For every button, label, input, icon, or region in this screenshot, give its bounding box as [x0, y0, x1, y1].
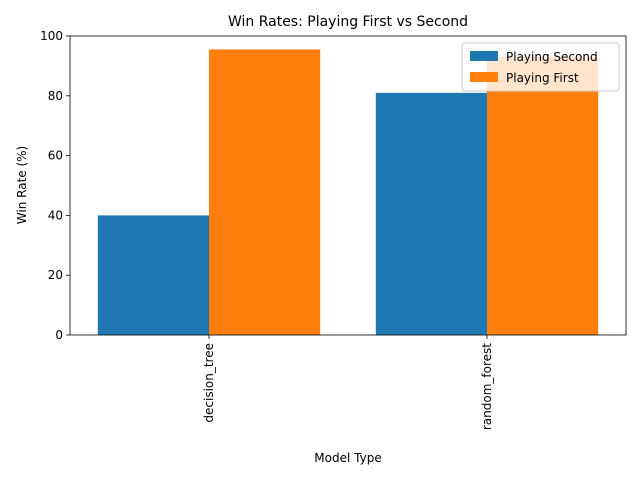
axes-frame [69, 35, 627, 336]
legend-swatch-playing-second [470, 51, 498, 61]
y-tick-label: 100 [40, 29, 63, 43]
legend: Playing Second Playing First [461, 42, 620, 92]
plot-area: 0 20 40 60 80 100 decision_tree random_forest [40, 29, 627, 430]
y-tick-label: 40 [48, 208, 63, 222]
y-tick-label: 0 [55, 328, 63, 342]
x-axis-label: Model Type [314, 451, 381, 465]
y-tick-label: 80 [48, 89, 63, 103]
chart-title: Win Rates: Playing First vs Second [228, 14, 468, 30]
legend-swatch-playing-first [470, 72, 498, 82]
bar-playing-second-random-forest [375, 92, 487, 335]
y-tick-label: 60 [48, 149, 63, 163]
x-tick-label-random-forest: random_forest [480, 343, 494, 430]
y-axis-label: Win Rate (%) [15, 146, 29, 224]
y-tick-label: 20 [48, 268, 63, 282]
legend-label-playing-second: Playing Second [506, 50, 598, 64]
bar-playing-first-decision-tree [209, 49, 321, 335]
legend-label-playing-first: Playing First [506, 71, 579, 85]
legend-box [461, 42, 620, 92]
bar-playing-second-decision-tree [97, 215, 209, 335]
x-tick-label-decision-tree: decision_tree [202, 343, 216, 423]
bar-playing-first-random-forest [487, 56, 599, 336]
